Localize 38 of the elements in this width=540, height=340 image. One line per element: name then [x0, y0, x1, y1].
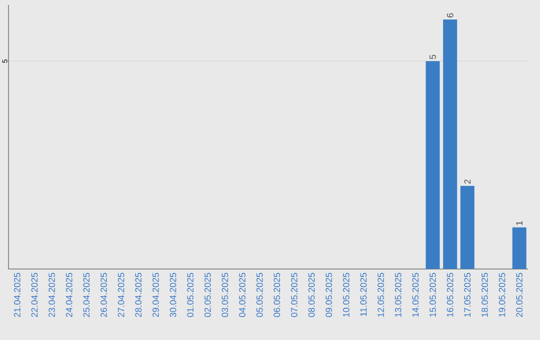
- x-tick-label: 20.05.2025: [516, 272, 523, 317]
- x-tick-label: 24.04.2025: [66, 272, 72, 317]
- bar: [460, 186, 474, 269]
- x-tick-label: 01.05.2025: [187, 272, 194, 318]
- x-tick-label: 19.05.2025: [498, 272, 506, 317]
- x-tick-label: 22.04.2025: [31, 272, 38, 317]
- bar: [512, 227, 526, 269]
- x-tick-label: 14.05.2025: [412, 272, 419, 317]
- bar: [426, 61, 440, 269]
- x-tick-label: 17.05.2025: [464, 272, 471, 317]
- x-tick-label: 09.05.2025: [326, 272, 332, 318]
- data-label: 1: [516, 221, 522, 226]
- x-tick-label: 16.05.2025: [446, 272, 454, 317]
- x-tick-label: 13.05.2025: [394, 272, 402, 317]
- x-tick-label: 29.04.2025: [152, 272, 159, 317]
- x-tick-label: 25.04.2025: [83, 272, 90, 317]
- x-tick-label: 27.04.2025: [118, 272, 124, 317]
- bar: [443, 20, 458, 269]
- x-tick-label: 26.04.2025: [100, 272, 107, 317]
- x-tick-label: 10.05.2025: [343, 272, 350, 317]
- x-tick-label: 06.05.2025: [274, 272, 280, 318]
- data-label: 5: [430, 54, 436, 60]
- x-tick-label: 11.05.2025: [360, 272, 367, 316]
- x-tick-label: 21.04.2025: [14, 272, 20, 317]
- x-tick-label: 30.04.2025: [170, 272, 176, 318]
- data-label: 6: [446, 13, 454, 18]
- x-tick-label: 03.05.2025: [222, 272, 228, 318]
- x-tick-label: 28.04.2025: [135, 272, 142, 317]
- x-tick-label: 02.05.2025: [204, 272, 211, 318]
- data-label: 2: [464, 180, 471, 184]
- x-tick-label: 15.05.2025: [430, 272, 436, 317]
- x-tick-label: 23.04.2025: [48, 272, 55, 317]
- x-tick-label: 12.05.2025: [378, 272, 384, 317]
- x-tick-label: 07.05.2025: [291, 272, 298, 318]
- x-tick-label: 18.05.2025: [482, 272, 488, 317]
- x-tick-label: 08.05.2025: [308, 272, 315, 318]
- x-tick-label: 05.05.2025: [256, 272, 263, 318]
- x-tick-label: 04.05.2025: [239, 272, 246, 318]
